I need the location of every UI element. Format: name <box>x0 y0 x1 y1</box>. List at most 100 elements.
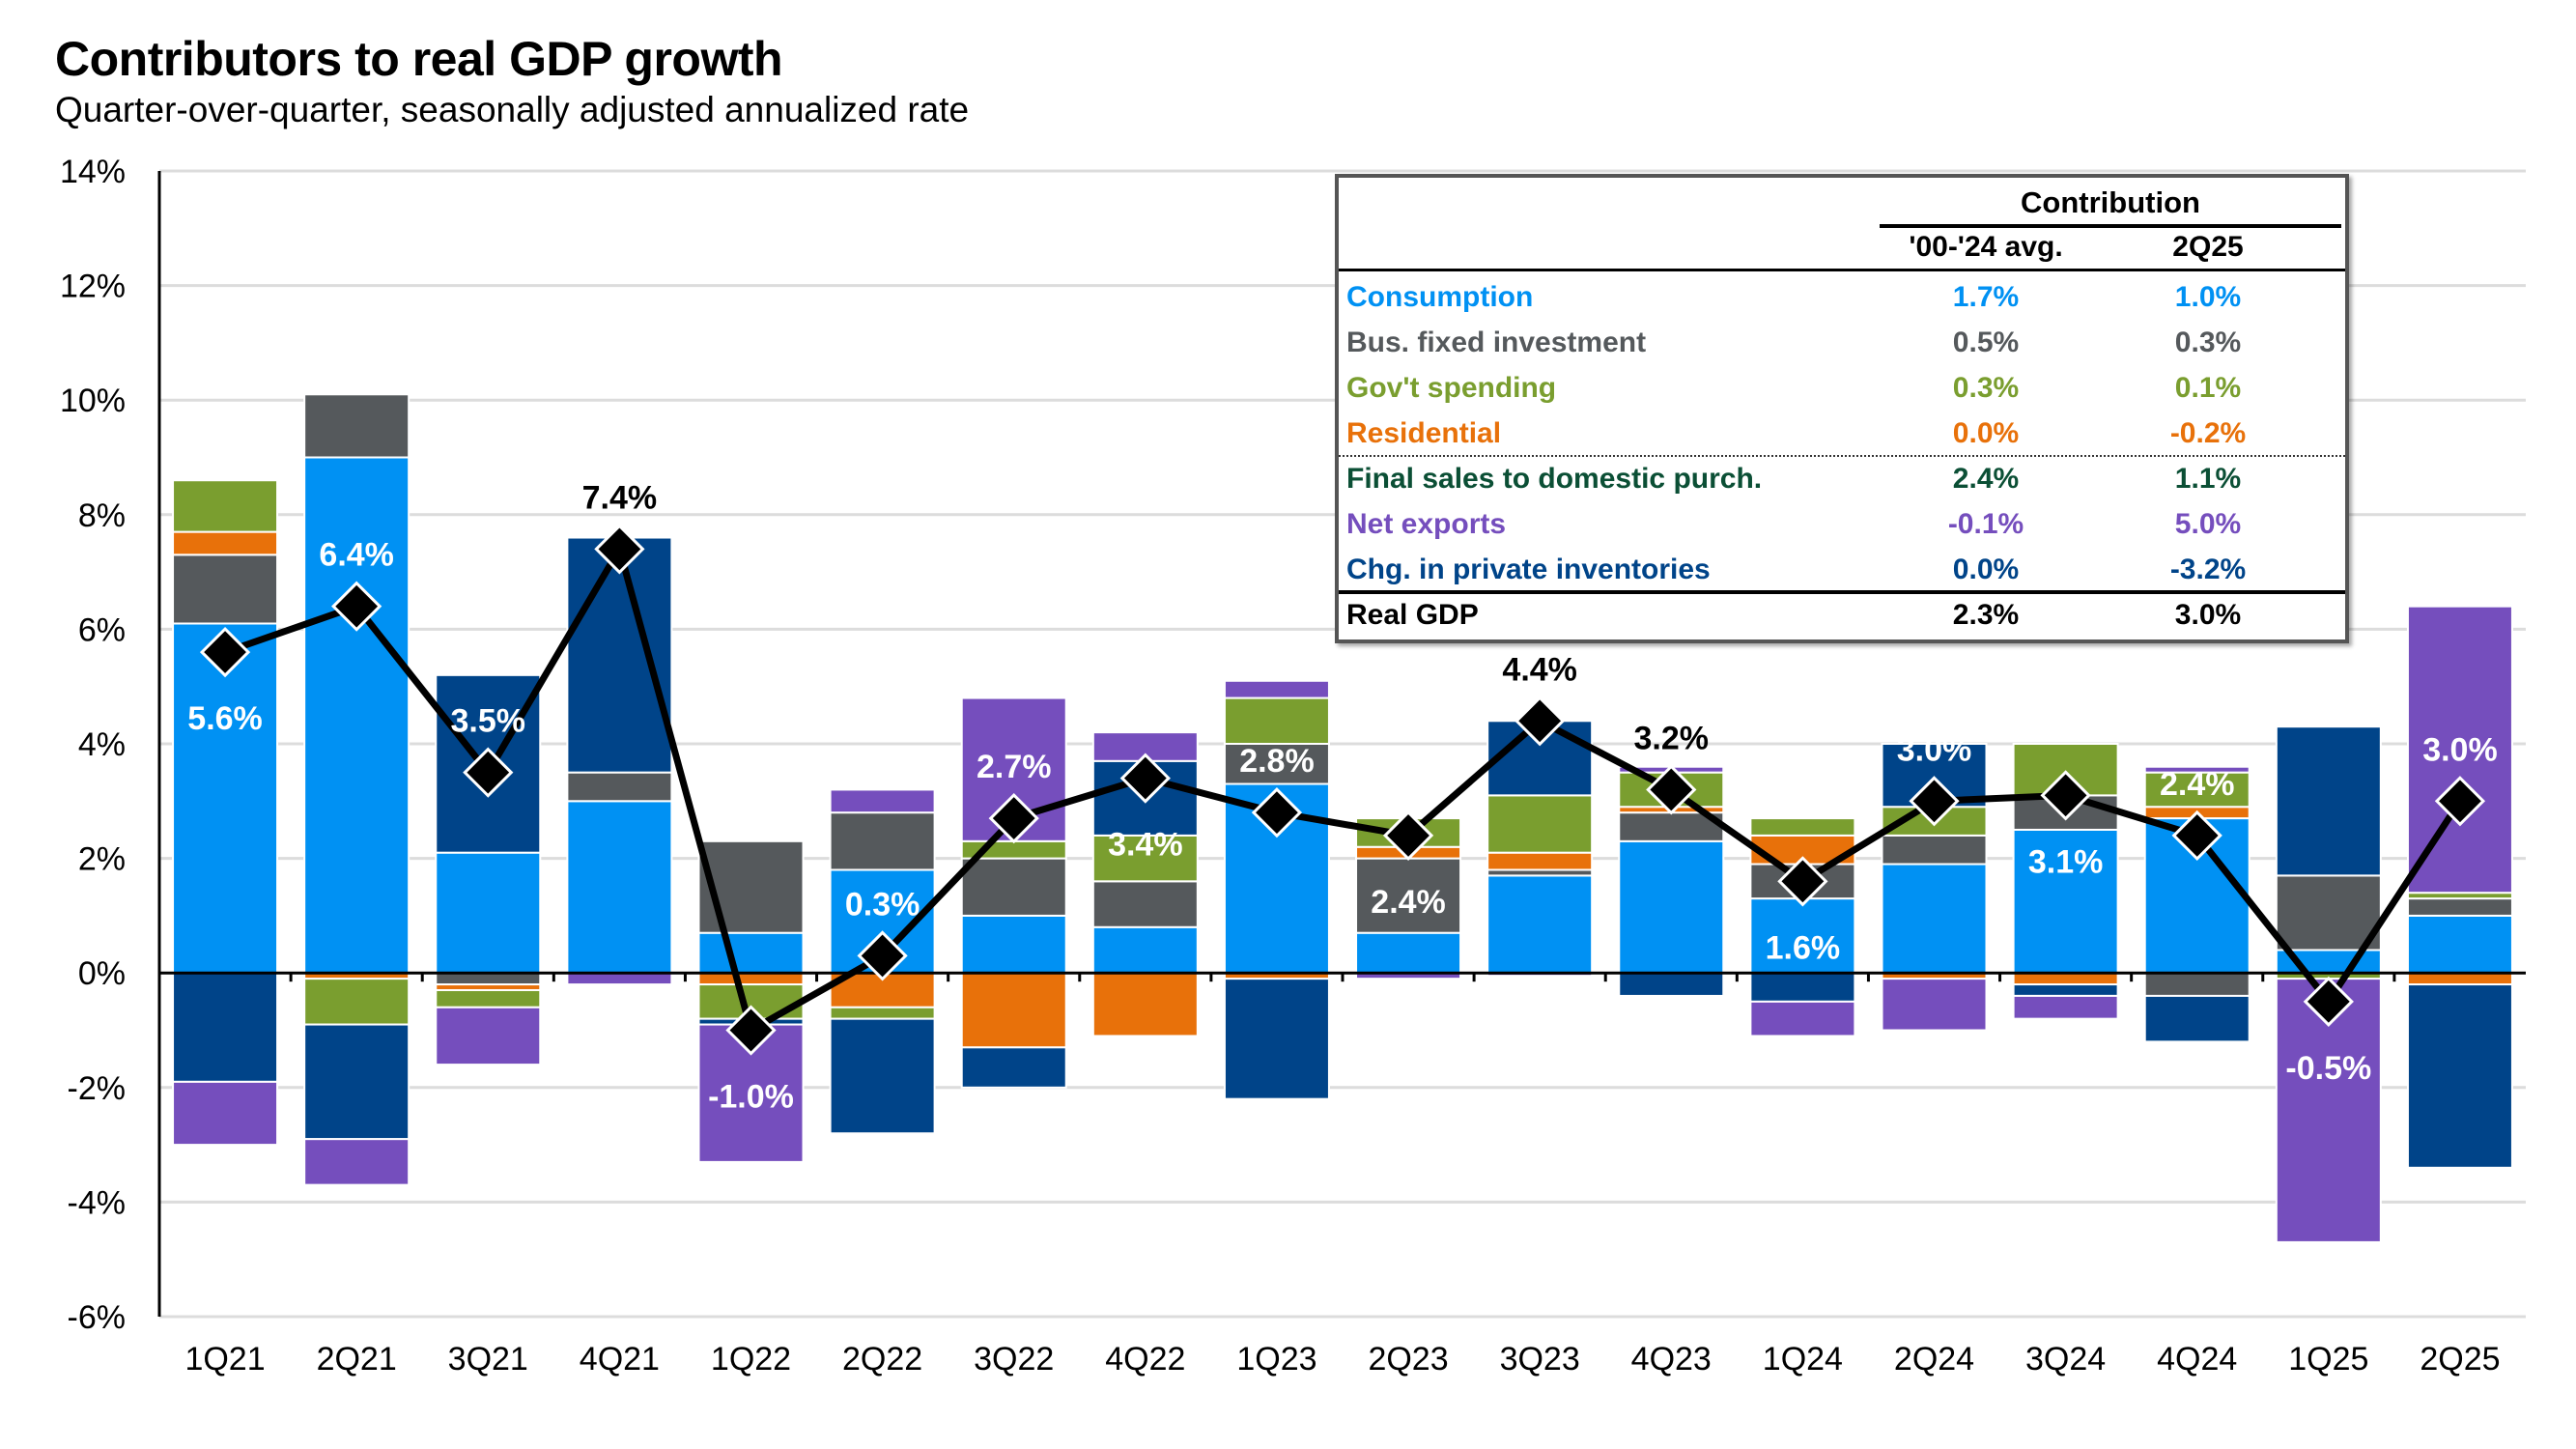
x-tick-label: 2Q25 <box>2420 1341 2500 1378</box>
bar-segment-net_exports <box>2406 605 2513 895</box>
bar-segment-govt_spending <box>172 479 279 533</box>
bar-segment-bus_fixed_investment <box>566 771 673 803</box>
table-col-avg-header: '00-'24 avg. <box>1909 231 2063 263</box>
table-row-label: Gov't spending <box>1346 372 1557 404</box>
table-row-label: Net exports <box>1346 508 1507 540</box>
bar-segment-consumption <box>2012 828 2119 975</box>
table-row-avg-value: 1.7% <box>1952 281 2020 313</box>
y-tick-label: -4% <box>68 1184 126 1221</box>
table-row-label: Chg. in private inventories <box>1346 554 1711 585</box>
x-tick-label: 2Q24 <box>1894 1341 1974 1378</box>
bar-segment-govt_spending <box>1223 696 1330 745</box>
table-row-inventories: Chg. in private inventories 0.0% -3.2% <box>1339 547 2345 592</box>
y-tick-label: 2% <box>78 841 126 878</box>
bar-segment-inventories <box>2406 983 2513 1169</box>
gdp-data-label: 3.4% <box>1108 827 1183 864</box>
bar-segment-net_exports <box>1223 679 1330 699</box>
x-tick-label: 1Q23 <box>1236 1341 1316 1378</box>
bar-segment-govt_spending <box>1486 794 1594 854</box>
gdp-data-label: 5.6% <box>187 700 263 737</box>
x-tick-label: 2Q23 <box>1368 1341 1448 1378</box>
x-tick-label: 2Q21 <box>317 1341 397 1378</box>
gdp-data-label: 3.0% <box>2422 731 2498 768</box>
x-tick-label: 3Q24 <box>2025 1341 2106 1378</box>
bar-segment-residential <box>2406 972 2513 986</box>
table-row-2q25-value: 0.1% <box>2174 372 2242 404</box>
bar-segment-net_exports <box>566 972 673 986</box>
bar-segment-residential <box>1091 972 1199 1037</box>
table-header-rule <box>1880 224 2341 228</box>
gdp-point-marker <box>725 1005 777 1056</box>
table-row-label: Consumption <box>1346 281 1534 313</box>
gdp-data-label: 0.3% <box>845 886 920 923</box>
x-tick-label: 2Q22 <box>842 1341 922 1378</box>
gdp-line <box>223 540 2463 1036</box>
gdp-point-marker <box>1909 776 1960 827</box>
x-tick-label: 3Q21 <box>448 1341 528 1378</box>
bar-segment-residential <box>697 972 805 986</box>
table-row-label: Bus. fixed investment <box>1346 327 1647 358</box>
gdp-data-label: 2.4% <box>2160 766 2235 803</box>
gdp-point-marker <box>1382 810 1434 862</box>
bar-segment-inventories <box>1618 972 1725 997</box>
y-tick-label: 14% <box>60 154 126 190</box>
contribution-table: Contribution '00-'24 avg. 2Q25 Consumpti… <box>1335 174 2349 643</box>
gdp-data-label: 7.4% <box>582 479 658 516</box>
bar-segment-inventories <box>2143 994 2250 1043</box>
table-row-avg-value: -0.1% <box>1947 508 2024 540</box>
table-row-consumption: Consumption 1.7% 1.0% <box>1339 274 2345 320</box>
x-tick-label: 4Q24 <box>2157 1341 2237 1378</box>
table-row-avg-value: 2.4% <box>1952 463 2020 495</box>
chart-title: Contributors to real GDP growth <box>55 32 783 86</box>
table-dotted-divider <box>1339 455 2345 457</box>
x-tick-label: 4Q23 <box>1631 1341 1712 1378</box>
y-tick-label: 0% <box>78 955 126 992</box>
x-tick-label: 1Q21 <box>184 1341 265 1378</box>
gdp-data-label: 3.2% <box>1634 720 1710 756</box>
y-tick-label: 8% <box>78 497 126 534</box>
bar-segment-net_exports <box>1881 978 1988 1032</box>
bar-segment-bus_fixed_investment <box>2275 874 2382 952</box>
bar-segment-residential <box>1486 851 1594 871</box>
table-row-avg-value: 0.0% <box>1952 554 2020 585</box>
x-tick-label: 1Q24 <box>1763 1341 1843 1378</box>
bar-segment-inventories <box>172 972 279 1083</box>
gdp-point-marker <box>857 930 908 981</box>
bar-segment-govt_spending <box>1749 817 1856 837</box>
bar-segment-inventories <box>960 1046 1067 1089</box>
gdp-data-label: 2.8% <box>1239 743 1315 780</box>
table-row-2q25-value: 1.0% <box>2174 281 2242 313</box>
bar-segment-residential <box>960 972 1067 1049</box>
gdp-point-marker <box>2040 770 2091 821</box>
bar-segment-govt_spending <box>829 1006 936 1020</box>
gdp-point-marker <box>1119 753 1171 804</box>
y-tick-label: -2% <box>68 1070 126 1107</box>
bar-segment-inventories <box>2275 725 2382 877</box>
table-row-2q25-value: -0.2% <box>2169 417 2247 449</box>
bar-segment-consumption <box>2406 914 2513 975</box>
gdp-line-layer <box>199 524 2486 1056</box>
bar-segment-consumption <box>960 914 1067 975</box>
bar-segment-bus_fixed_investment <box>1881 834 1988 866</box>
labels: 5.6% 6.4% 3.5% 7.4% -1.0% 0.3% 2.7% 3.4% 2.8% 2.4… <box>187 479 2497 1115</box>
bar-segment-residential <box>172 530 279 556</box>
gdp-point-marker <box>1646 764 1697 815</box>
gdp-point-marker <box>331 581 382 632</box>
gdp-data-label: 6.4% <box>319 537 394 574</box>
gdp-data-label: 1.6% <box>1766 929 1841 966</box>
gdp-point-marker <box>1777 856 1828 907</box>
gdp-data-label: 3.1% <box>2028 843 2104 880</box>
table-total-divider <box>1339 590 2345 594</box>
bar-segment-bus_fixed_investment <box>1355 857 1462 934</box>
bar-segment-bus_fixed_investment <box>172 554 279 625</box>
y-tick-label: 6% <box>78 611 126 648</box>
bar-segment-consumption <box>1091 925 1199 975</box>
table-row-avg-value: 0.3% <box>1952 372 2020 404</box>
gdp-data-label: 2.7% <box>977 749 1052 785</box>
bar-segment-consumption <box>1618 839 1725 975</box>
bar-segment-residential <box>2012 972 2119 986</box>
table-group-header: Contribution <box>2021 185 2200 219</box>
table-row-bus_fixed_investment: Bus. fixed investment 0.5% 0.3% <box>1339 320 2345 365</box>
bar-segment-govt_spending <box>303 978 410 1026</box>
y-tick-label: 10% <box>60 383 126 419</box>
